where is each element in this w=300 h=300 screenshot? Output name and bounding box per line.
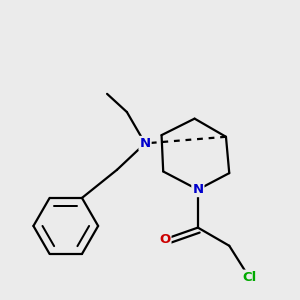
Text: O: O	[159, 233, 170, 246]
Text: Cl: Cl	[242, 271, 256, 284]
Text: N: N	[140, 137, 151, 150]
Text: N: N	[192, 183, 203, 196]
